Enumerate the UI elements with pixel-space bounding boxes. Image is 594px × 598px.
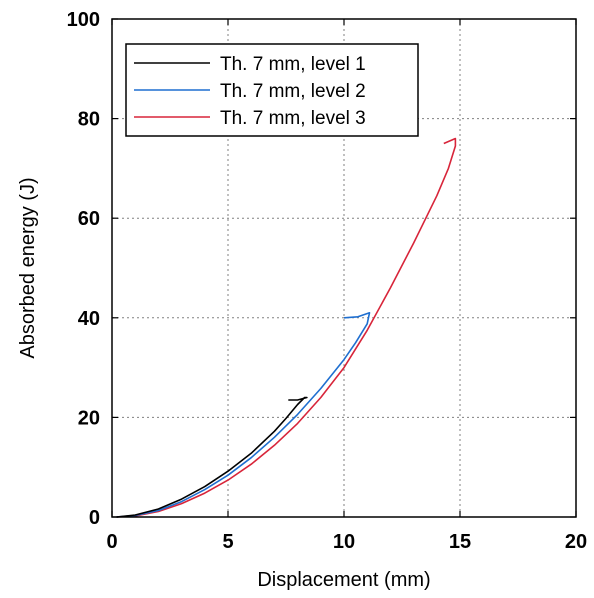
y-tick-label: 20 (78, 407, 100, 429)
series-layer (116, 137, 457, 518)
y-tick-label: 100 (67, 9, 100, 31)
y-tick-label: 40 (78, 308, 100, 330)
x-axis-label: Displacement (mm) (257, 569, 430, 591)
y-axis-label: Absorbed energy (J) (17, 177, 39, 358)
y-tick-label: 60 (78, 208, 100, 230)
x-tick-label: 10 (333, 531, 355, 553)
ticks (111, 18, 577, 518)
legend-label-2: Th. 7 mm, level 2 (220, 81, 366, 102)
legend: Th. 7 mm, level 1 Th. 7 mm, level 2 Th. 7 … (125, 43, 419, 137)
legend-label-3: Th. 7 mm, level 3 (220, 108, 366, 129)
x-tick-label: 20 (565, 531, 587, 553)
series-line-2 (116, 311, 371, 518)
y-tick-label: 80 (78, 109, 100, 131)
series-line-3 (116, 137, 457, 518)
y-tick-label: 0 (89, 507, 100, 529)
x-tick-label: 5 (222, 531, 233, 553)
tick-labels: 0 5 10 15 20 0 20 40 60 80 100 (67, 9, 588, 553)
x-tick-label: 15 (449, 531, 471, 553)
legend-label-1: Th. 7 mm, level 1 (220, 54, 366, 75)
x-tick-label: 0 (106, 531, 117, 553)
legend-entries: Th. 7 mm, level 1 Th. 7 mm, level 2 Th. 7 … (134, 54, 366, 129)
series-line-1 (116, 396, 308, 518)
